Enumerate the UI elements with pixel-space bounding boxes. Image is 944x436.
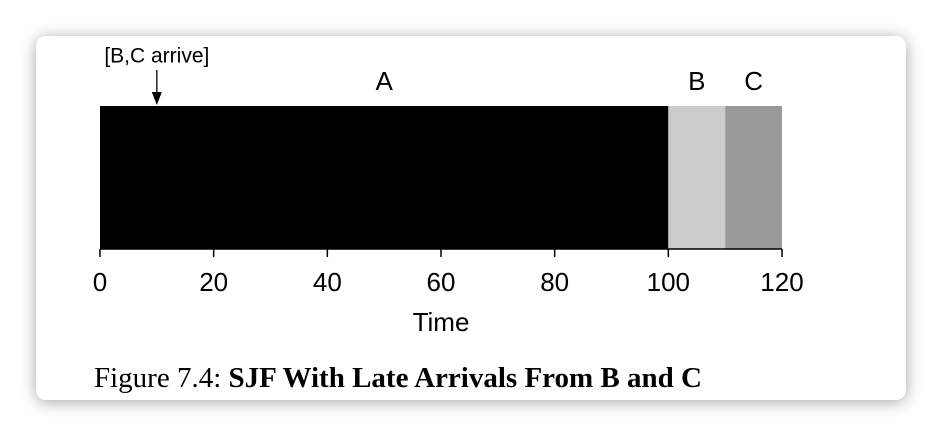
caption-title: SJF With Late Arrivals From B and C xyxy=(229,362,702,394)
annotation: [B,C arrive] xyxy=(104,45,209,68)
x-tick-label: 120 xyxy=(760,267,803,297)
x-axis-label: Time xyxy=(413,307,470,337)
x-tick-label: 40 xyxy=(313,267,342,297)
caption-prefix: Figure 7.4: xyxy=(94,362,221,394)
x-tick-label: 80 xyxy=(540,267,569,297)
x-tick-label: 100 xyxy=(647,267,690,297)
x-tick-label: 20 xyxy=(199,267,228,297)
annotation-arrowhead xyxy=(151,92,162,105)
segment xyxy=(668,106,726,249)
x-tick-label: 60 xyxy=(427,267,456,297)
x-tick-label: 0 xyxy=(93,267,107,297)
segment xyxy=(725,106,782,249)
segment-label: C xyxy=(744,66,763,96)
segment xyxy=(100,106,669,249)
caption: Figure 7.4: SJF With Late Arrivals From … xyxy=(94,362,702,394)
segment-label: A xyxy=(375,66,393,96)
segment-label: B xyxy=(688,66,705,96)
